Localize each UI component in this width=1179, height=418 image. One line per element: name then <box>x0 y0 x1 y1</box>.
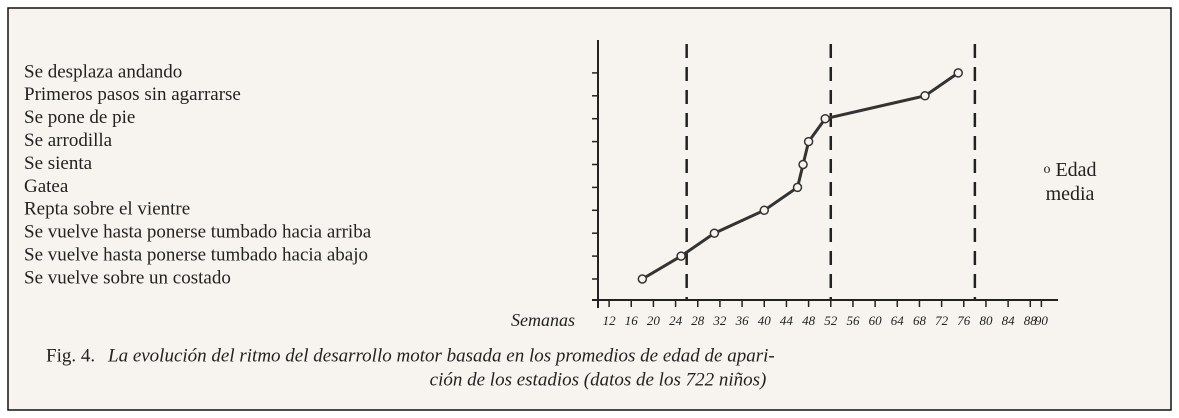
category-label: Repta sobre el vientre <box>24 199 190 220</box>
x-tick-label: 68 <box>913 313 927 328</box>
data-point <box>792 182 803 193</box>
category-label: Gatea <box>24 176 69 197</box>
category-label: Se vuelve sobre un costado <box>24 267 231 288</box>
x-tick-label: 16 <box>625 313 639 328</box>
legend: o Edad media <box>1030 158 1110 206</box>
data-point <box>637 274 648 284</box>
x-tick-label: 76 <box>957 313 971 328</box>
data-point <box>920 91 930 101</box>
x-tick-label: 90 <box>1035 313 1049 328</box>
x-tick-label: 36 <box>735 313 750 328</box>
category-label: Se sienta <box>24 153 93 174</box>
data-point <box>803 136 814 147</box>
x-tick-label: 48 <box>802 313 816 328</box>
x-tick-label: 72 <box>935 313 949 328</box>
category-label: Primeros pasos sin agarrarse <box>24 84 241 105</box>
figure-label: Fig. 4. <box>46 345 95 366</box>
x-tick-label: 84 <box>1002 313 1016 328</box>
category-label: Se pone de pie <box>24 107 135 128</box>
x-tick-label: 20 <box>647 313 661 328</box>
x-tick-label: 24 <box>669 313 683 328</box>
data-point <box>953 68 963 78</box>
x-axis-label: Semanas <box>511 310 575 330</box>
legend-marker: o <box>1043 162 1051 177</box>
x-tick-label: 64 <box>891 313 905 328</box>
x-tick-label: 44 <box>780 313 794 328</box>
x-tick-label: 28 <box>691 313 705 328</box>
legend-label: Edad media <box>1045 159 1097 205</box>
x-tick-label: 32 <box>712 313 727 328</box>
data-point <box>820 113 830 124</box>
category-label: Se desplaza andando <box>24 61 182 82</box>
data-point <box>759 205 770 216</box>
x-tick-label: 80 <box>979 313 993 328</box>
caption-line: ción de los estadios (datos de los 722 n… <box>430 369 767 390</box>
x-tick-label: 52 <box>824 313 838 328</box>
category-label: Se vuelve hasta ponerse tumbado hacia ar… <box>24 222 372 243</box>
x-tick-label: 40 <box>758 313 772 328</box>
series-line <box>641 71 960 281</box>
category-label: Se vuelve hasta ponerse tumbado hacia ab… <box>24 244 368 265</box>
x-tick-label: 56 <box>846 313 860 328</box>
data-point <box>676 251 686 261</box>
frame <box>7 7 1172 411</box>
data-point <box>709 228 720 238</box>
data-point <box>798 159 808 170</box>
x-tick-label: 12 <box>603 313 617 328</box>
x-tick-label: 88 <box>1024 313 1038 328</box>
category-label: Se arrodilla <box>24 130 113 151</box>
x-tick-label: 60 <box>869 313 883 328</box>
caption-line: La evolución del ritmo del desarrollo mo… <box>107 345 775 366</box>
